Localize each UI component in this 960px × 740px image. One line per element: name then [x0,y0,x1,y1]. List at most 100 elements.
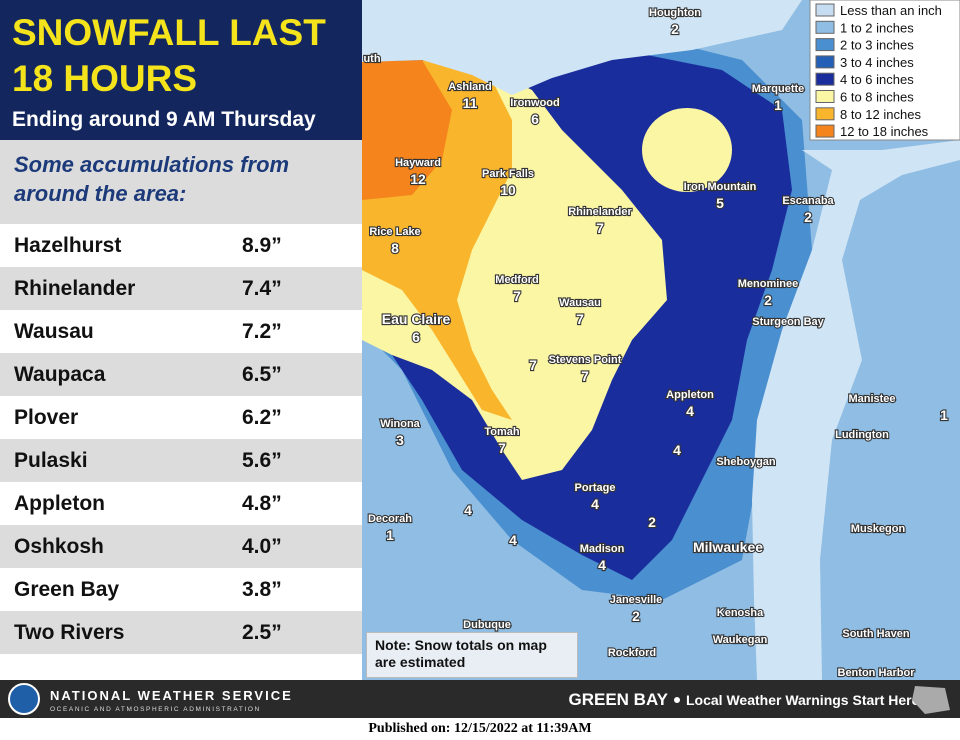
legend-label: 2 to 3 inches [840,38,914,53]
snow-total: 7 [498,440,506,456]
legend-label: 6 to 8 inches [840,90,914,105]
snow-total: 2 [648,514,656,530]
published: Published on: 12/15/2022 at 11:39AM [368,721,592,736]
location: Green Bay [14,577,120,601]
legend-label: 8 to 12 inches [840,107,921,122]
amount: 3.8” [242,577,282,601]
legend-swatch [815,107,835,121]
table-row: Waupaca 6.5” [0,353,362,396]
snow-total: 4 [591,496,599,512]
legend-swatch [815,3,835,17]
place-name: Hayward [395,157,441,169]
lake-michigan [752,140,960,680]
place-name: Rice Lake [369,226,420,238]
snow-total: 6 [412,329,420,345]
snow-total: 7 [576,311,584,327]
snow-total: 2 [671,21,679,37]
place-name: Stevens Point [549,354,622,366]
location: Two Rivers [14,620,125,644]
place-name: Kenosha [717,607,764,619]
snow-total: 7 [581,368,589,384]
title: SNOWFALL LAST [12,12,326,53]
agency-sub: OCEANIC AND ATMOSPHERIC ADMINISTRATION [50,706,261,713]
place-name: Ludington [835,429,889,441]
table-row: Two Rivers 2.5” [0,611,362,654]
snow-total: 7 [529,357,537,373]
nws-logo [8,683,40,715]
table-row: Hazelhurst 8.9” [0,224,362,267]
place-name: South Haven [842,628,910,640]
amount: 6.2” [242,405,282,429]
place-name: Benton Harbor [838,667,916,679]
place-name: Park Falls [482,168,534,180]
legend-box [809,0,960,141]
tagline: Local Weather Warnings Start Here [686,692,920,708]
place-name: Sheboygan [716,456,776,468]
place-name: Madison [580,543,625,555]
place-name: Muskegon [851,523,906,535]
place-name: Escanaba [782,195,834,207]
legend-label: 4 to 6 inches [840,72,914,87]
snow-total: 3 [396,432,404,448]
amount: 7.4” [242,276,282,300]
table-row: Pulaski 5.6” [0,439,362,482]
snow-total: 4 [686,403,694,419]
location: Rhinelander [14,276,136,300]
place-name: Houghton [649,7,701,19]
snow-total: 5 [716,195,724,211]
table-row: Oshkosh 4.0” [0,525,362,568]
snow-total: 11 [463,95,478,111]
place-name: Manistee [848,393,895,405]
place-name: Wausau [559,297,601,309]
legend-swatch [815,90,835,103]
table-row: Plover 6.2” [0,396,362,439]
snow-total: 4 [673,442,681,458]
place-name: Iron Mountain [684,181,757,193]
place-name: Waukegan [713,634,768,646]
legend-label: 1 to 2 inches [840,20,914,35]
legend-swatch [815,55,835,69]
bullet [674,697,680,703]
place-name: Winona [380,418,420,430]
intro: Some accumulations from around the area: [0,140,362,224]
legend-label: 12 to 18 inches [840,124,929,139]
snow-total: 7 [596,220,604,236]
snow-total: 2 [764,292,772,308]
location: Appleton [14,491,105,515]
agency: NATIONAL WEATHER SERVICE [50,688,293,703]
location: Wausau [14,319,94,343]
amount: 8.9” [242,233,282,257]
amount: 6.5” [242,362,282,386]
place-name: Decorah [368,513,412,525]
place-name: Ashland [448,81,491,93]
place-name: Dubuque [463,619,511,631]
amount: 5.6” [242,448,282,472]
place-name: Tomah [484,426,520,438]
place-name: Sturgeon Bay [752,316,824,328]
snow-total: 1 [940,407,948,423]
place-name: Rockford [608,647,656,659]
place-name: Janesville [610,594,663,606]
legend-label: 3 to 4 inches [840,55,914,70]
legend: Less than an inch 1 to 2 inches 2 to 3 inc… [809,0,960,141]
snow-6-8 [642,108,732,192]
place-name: uth [363,53,380,65]
title: 18 HOURS [12,58,198,99]
snow-total: 8 [391,240,399,256]
snow-total: 4 [509,532,517,548]
amount: 2.5” [242,620,282,644]
lake-superior [362,0,802,95]
location: Hazelhurst [14,233,122,257]
legend-swatch [815,72,835,86]
info-panel: SNOWFALL LAST 18 HOURS Ending around 9 A… [0,0,362,680]
place-name: Rhinelander [568,206,632,218]
totals-table: Hazelhurst 8.9” Rhinelander 7.4” Wausau 7.2” W… [0,224,362,654]
snow-12-18 [362,60,452,200]
snow-total: 2 [632,608,640,624]
amount: 4.8” [242,491,282,515]
snow-total: 1 [774,97,782,113]
legend-swatch [815,124,835,138]
snow-total: 7 [513,288,521,304]
